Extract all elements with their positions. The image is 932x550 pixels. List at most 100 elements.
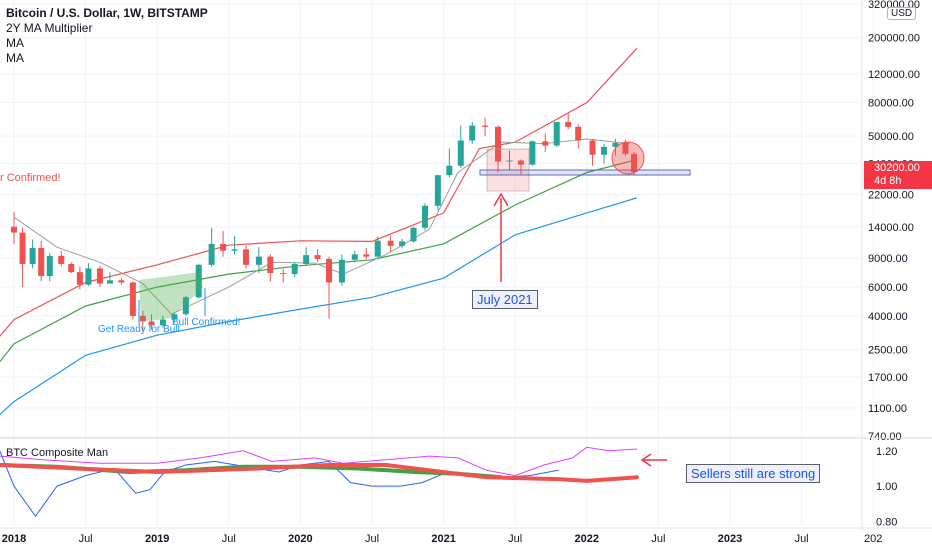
candle-body (600, 146, 607, 155)
candle-body (85, 268, 92, 285)
candle-body (363, 254, 370, 257)
x-tick-label: Jul (795, 533, 809, 545)
x-tick-label: Jul (651, 533, 665, 545)
current-price-circle (611, 141, 645, 175)
bear-confirmed-label: r Confirmed! (0, 172, 61, 184)
get-ready-label: Get Ready for Bull (98, 324, 180, 335)
candle-body (19, 232, 26, 264)
candle-body (148, 321, 155, 326)
y-tick-label: 1700.00 (868, 372, 908, 384)
candle-body (446, 165, 453, 176)
composite-man-panel (0, 446, 639, 518)
candle-body (96, 268, 103, 284)
lower-tick-label: 1.00 (876, 481, 897, 493)
support-zone-box (479, 169, 691, 176)
sellers-arrow-head (640, 453, 652, 467)
july-2021-callout: July 2021 (472, 290, 538, 309)
candle-body (46, 255, 53, 277)
bull-zone-shade (139, 272, 203, 321)
candle-body (457, 140, 464, 166)
candle-body (482, 125, 489, 127)
symbol-title[interactable]: Bitcoin / U.S. Dollar, 1W, BITSTAMP (6, 6, 208, 20)
y-tick-label: 14000.00 (868, 222, 914, 234)
candle-body (434, 175, 441, 206)
y-tick-label: 2500.00 (868, 344, 908, 356)
x-tick-label: 2018 (2, 533, 26, 545)
candle-body (589, 140, 596, 155)
candle-body (387, 240, 394, 246)
candle-body (469, 125, 476, 141)
y-tick-label: 1100.00 (868, 403, 907, 415)
candle-body (291, 263, 298, 275)
moving-averages (0, 47, 638, 416)
y-tick-label: 22000.00 (868, 190, 914, 202)
x-tick-label: 2023 (718, 533, 742, 545)
x-tick-label: Jul (365, 533, 379, 545)
candle-body (338, 259, 345, 283)
composite-line-red (0, 463, 639, 483)
ma-green-line (0, 158, 638, 363)
x-tick-label: Jul (79, 533, 93, 545)
chart-annotations (138, 141, 691, 467)
candle-body (374, 240, 381, 257)
sellers-callout: Sellers still are strong (686, 464, 821, 483)
y-tick-label: 320000.00 (868, 0, 920, 11)
y-tick-label: 80000.00 (868, 98, 914, 110)
candlesticks[interactable] (11, 113, 638, 332)
candle-body (314, 255, 321, 259)
candle-body (182, 297, 189, 315)
candle-body (280, 273, 287, 275)
last-price-tag: 30200.00 4d 8h (864, 161, 932, 189)
x-tick-label: 2020 (288, 533, 312, 545)
indicator-ma-2[interactable]: MA (6, 51, 24, 65)
y-tick-label: 740.00 (868, 431, 902, 443)
x-tick-label: 202 (864, 533, 882, 545)
candle-body (565, 121, 572, 127)
candle-body (399, 241, 406, 246)
composite-man-title[interactable]: BTC Composite Man (6, 447, 109, 459)
y-tick-label: 6000.00 (868, 282, 908, 294)
indicator-2y-ma-multiplier[interactable]: 2Y MA Multiplier (6, 21, 93, 35)
candle-body (553, 121, 560, 146)
candle-body (506, 160, 513, 162)
candle-body (612, 142, 619, 147)
y-tick-label: 4000.00 (868, 311, 908, 323)
composite-line-pink (0, 446, 638, 477)
candle-body (58, 255, 65, 264)
candle-body (517, 160, 524, 165)
candle-body (129, 282, 136, 316)
last-price: 30200.00 (874, 162, 920, 174)
candle-body (575, 126, 582, 141)
candle-body (171, 314, 178, 320)
candle-body (68, 263, 75, 273)
legend: Bitcoin / U.S. Dollar, 1W, BITSTAMP 2Y M… (6, 6, 208, 66)
y-tick-label: 120000.00 (868, 69, 920, 81)
candle-body (631, 153, 638, 173)
candle-body (38, 247, 45, 277)
indicator-ma-1[interactable]: MA (6, 36, 24, 50)
x-tick-label: Jul (508, 533, 522, 545)
candle-body (11, 226, 17, 233)
candle-body (195, 264, 202, 298)
ma-2y-line (0, 197, 638, 416)
upper-band-line (0, 47, 638, 337)
candle-body (303, 255, 310, 264)
candle-body (159, 319, 166, 326)
candle-body (529, 141, 536, 165)
lower-tick-label: 0.80 (876, 516, 897, 528)
bar-countdown: 4d 8h (874, 175, 902, 187)
y-tick-label: 200000.00 (868, 32, 920, 44)
y-tick-label: 9000.00 (868, 253, 908, 265)
currency-badge[interactable]: USD (887, 7, 917, 20)
y-tick-label: 50000.00 (868, 131, 914, 143)
candle-body (267, 256, 274, 274)
candle-body (351, 254, 358, 260)
candle-body (220, 243, 227, 251)
candle-body (421, 205, 428, 228)
grid (0, 0, 874, 525)
candle-body (326, 258, 333, 283)
candle-body (76, 272, 83, 285)
